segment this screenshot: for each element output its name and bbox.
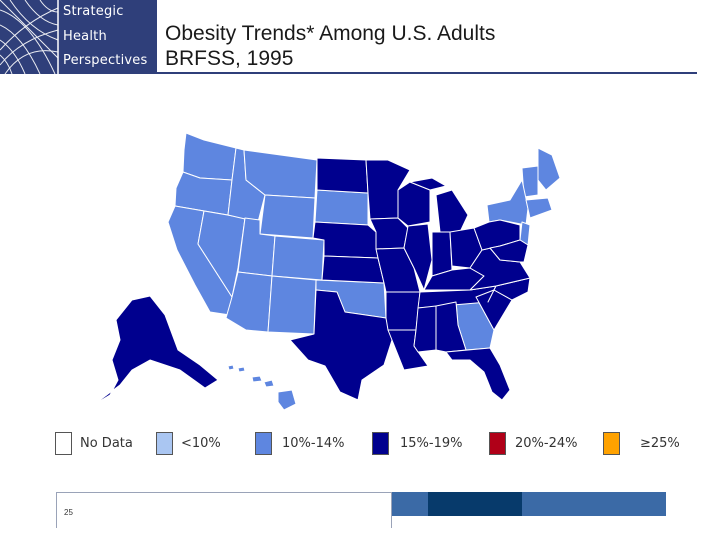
state-nd [316, 157, 369, 194]
footer-bar-1 [392, 492, 428, 516]
legend-label-lt10: <10% [181, 436, 221, 451]
page-title-line2: BRFSS, 1995 [165, 47, 294, 70]
logo-word-2: Health [63, 29, 107, 44]
state-in [431, 231, 453, 277]
states-15-19 [84, 157, 531, 411]
state-hi [227, 364, 297, 411]
state-mi [409, 177, 469, 233]
state-sc [475, 289, 513, 331]
legend-swatch-15-19 [372, 432, 389, 455]
state-nm [267, 275, 317, 335]
state-wy [259, 194, 316, 239]
legend-swatch-20-24 [489, 432, 506, 455]
logo-word-1: Strategic [63, 4, 124, 19]
state-ar [385, 291, 421, 331]
title-rule [157, 72, 697, 74]
legend-label-15-19: 15%-19% [400, 436, 463, 451]
legend-label-no-data: No Data [80, 436, 133, 451]
legend-swatch-25plus [603, 432, 620, 455]
legend-label-25plus: ≥25% [640, 436, 680, 451]
legend-label-10-14: 10%-14% [282, 436, 345, 451]
footer-divider [391, 492, 392, 528]
state-ak [84, 295, 219, 411]
state-ms [413, 305, 437, 353]
legend-label-20-24: 20%-24% [515, 436, 578, 451]
state-md [489, 239, 529, 263]
legend-swatch-10-14 [255, 432, 272, 455]
state-me [537, 147, 561, 191]
footer-bar-3 [522, 492, 666, 516]
page-title-line1: Obesity Trends* Among U.S. Adults [165, 22, 496, 45]
state-wa [182, 132, 237, 181]
state-ia [369, 217, 409, 250]
globe-grid-icon [0, 0, 59, 74]
state-sd [314, 189, 369, 226]
logo-word-3: Perspectives [63, 53, 148, 68]
state-fl [445, 347, 511, 401]
footer-bar-2 [428, 492, 522, 516]
logo: Strategic Health Perspectives [0, 0, 157, 74]
state-ma [525, 197, 553, 219]
footer-left-border [56, 492, 57, 528]
legend-swatch-no-data [55, 432, 72, 455]
state-ny [486, 179, 529, 226]
state-tx [289, 289, 393, 401]
state-pa [473, 219, 521, 251]
page-number: 25 [64, 508, 73, 517]
states-10-14 [167, 132, 561, 351]
state-co [271, 235, 325, 281]
state-ks [321, 255, 385, 284]
legend-swatch-lt10 [156, 432, 173, 455]
footer-line [56, 492, 392, 493]
